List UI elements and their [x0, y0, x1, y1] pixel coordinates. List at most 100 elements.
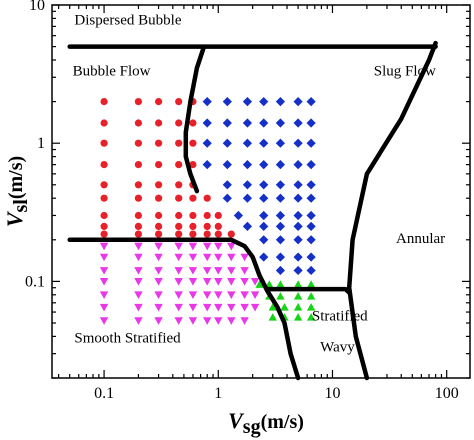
- triangle-down-point: [214, 317, 223, 325]
- circle-point: [203, 230, 211, 238]
- diamond-point: [242, 180, 253, 190]
- circle-point: [214, 211, 222, 220]
- triangle-down-point: [174, 317, 183, 325]
- circle-point: [189, 230, 197, 238]
- circle-point: [134, 98, 142, 106]
- slug-left-boundary: [183, 44, 207, 194]
- triangle-down-point: [214, 253, 223, 262]
- triangle-down-point: [154, 317, 163, 325]
- y-tick-label: 10: [29, 0, 45, 14]
- triangle-up-point: [268, 303, 277, 311]
- region-label: Stratified: [312, 309, 368, 325]
- diamond-point: [293, 210, 303, 221]
- x-axis-unit: (m/s): [261, 411, 304, 433]
- circle-point: [175, 181, 183, 189]
- circle-point: [227, 230, 235, 238]
- circle-point: [155, 139, 163, 147]
- diamond-point: [222, 160, 232, 170]
- diamond-point: [306, 265, 316, 276]
- circle-point: [214, 222, 222, 230]
- triangle-down-point: [174, 303, 183, 312]
- circle-point: [189, 161, 197, 169]
- stratified-wavy-boundary: [267, 286, 352, 295]
- circle-point: [175, 119, 183, 127]
- diamond-point: [293, 221, 303, 232]
- circle-point: [134, 211, 142, 220]
- circle-point: [175, 98, 183, 106]
- diamond-point: [202, 96, 212, 107]
- triangle-down-point: [174, 267, 183, 275]
- triangle-down-point: [99, 317, 109, 325]
- triangle-down-point: [227, 242, 236, 251]
- circle-point: [134, 181, 142, 189]
- diamond-point: [259, 252, 269, 262]
- diamond-point: [306, 96, 316, 107]
- triangle-down-point: [203, 278, 212, 286]
- triangle-down-point: [99, 242, 109, 251]
- triangle-down-point: [240, 291, 249, 299]
- diamond-point: [202, 160, 212, 170]
- diamond-point: [306, 252, 316, 262]
- circle-point: [100, 98, 108, 106]
- triangle-down-point: [174, 278, 183, 286]
- circle-point: [175, 161, 183, 169]
- region-label: Slug Flow: [374, 63, 436, 79]
- diamond-point: [259, 210, 269, 221]
- diamond-point: [275, 193, 286, 203]
- data-points-layer: [99, 96, 316, 325]
- x-axis-title: Vsg(m/s): [228, 408, 304, 438]
- circle-point: [175, 211, 183, 220]
- triangle-up-point: [293, 292, 303, 300]
- triangle-down-point: [227, 278, 236, 286]
- triangle-down-point: [174, 291, 183, 299]
- triangle-down-point: [250, 278, 260, 286]
- circle-point: [175, 139, 183, 147]
- triangle-down-point: [174, 253, 183, 262]
- circle-point: [155, 161, 163, 169]
- diamond-point: [275, 118, 286, 128]
- diamond-point: [222, 138, 232, 148]
- circle-point: [155, 211, 163, 220]
- triangle-down-point: [203, 317, 212, 325]
- triangle-down-point: [227, 291, 236, 299]
- diamond-point: [275, 235, 286, 245]
- circle-point: [134, 161, 142, 169]
- triangle-down-point: [99, 291, 109, 299]
- triangle-down-point: [154, 267, 163, 275]
- diamond-point: [233, 210, 243, 221]
- diamond-point: [275, 210, 286, 221]
- triangle-down-point: [99, 303, 109, 312]
- diamond-point: [242, 96, 253, 107]
- triangle-down-point: [134, 278, 143, 286]
- diamond-point: [242, 160, 253, 170]
- diamond-point: [306, 160, 316, 170]
- circle-point: [100, 211, 108, 220]
- circle-point: [134, 139, 142, 147]
- triangle-down-point: [240, 253, 249, 262]
- circle-point: [189, 211, 197, 220]
- triangle-down-point: [154, 278, 163, 286]
- triangle-down-point: [154, 291, 163, 299]
- x-tick-label: 1: [214, 385, 222, 402]
- triangle-up-point: [306, 313, 316, 321]
- circle-point: [155, 194, 163, 202]
- diamond-point: [293, 180, 303, 190]
- triangle-down-point: [203, 253, 212, 262]
- diamond-point: [259, 160, 269, 170]
- triangle-up-point: [306, 280, 316, 288]
- diamond-point: [293, 96, 303, 107]
- diamond-point: [275, 138, 286, 148]
- triangle-down-point: [214, 242, 223, 251]
- triangle-down-point: [203, 291, 212, 299]
- circle-point: [203, 211, 211, 220]
- circle-point: [100, 230, 108, 238]
- x-tick-label: 10: [324, 385, 340, 402]
- regime-boundaries-layer: [67, 40, 438, 381]
- circle-point: [189, 222, 197, 230]
- x-tick-label: 100: [435, 385, 459, 402]
- y-tick-label: 1: [37, 135, 45, 152]
- triangle-down-point: [240, 303, 249, 312]
- diamond-point: [242, 193, 253, 203]
- circle-point: [100, 119, 108, 127]
